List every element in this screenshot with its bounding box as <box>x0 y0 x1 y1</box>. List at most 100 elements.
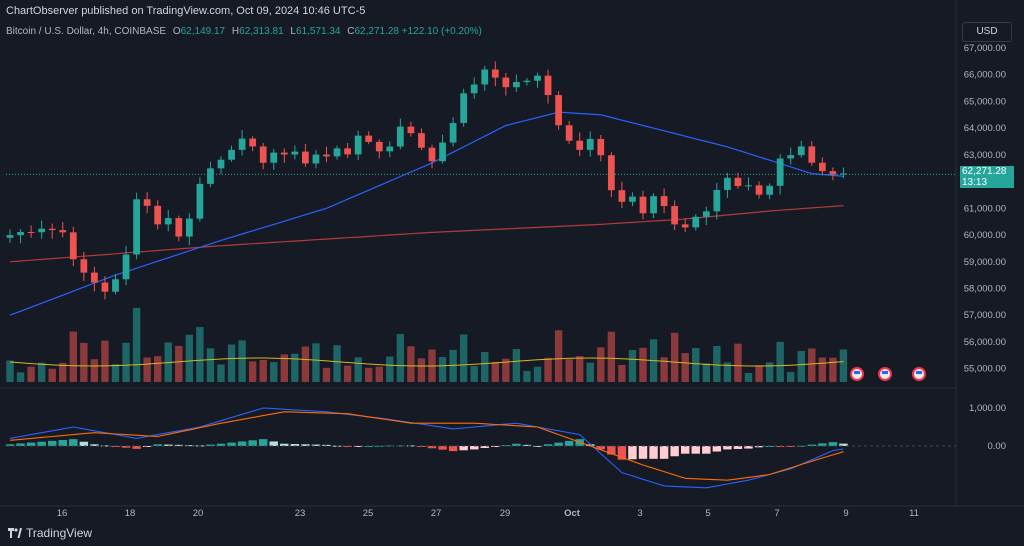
price-tick-label: 56,000.00 <box>964 337 1006 348</box>
candle-body <box>808 146 816 163</box>
macd-histogram-bar <box>680 446 690 454</box>
macd-signal-line <box>9 411 844 481</box>
macd-histogram-bar <box>258 439 268 446</box>
macd-histogram-bar <box>480 446 489 448</box>
candle-body <box>618 190 626 202</box>
candle-body <box>80 259 88 273</box>
macd-histogram-bar <box>132 446 141 449</box>
volume-bar <box>301 346 310 382</box>
macd-histogram-bar <box>543 444 553 446</box>
volume-bar <box>576 356 584 382</box>
open-value: 62,149.17 <box>180 26 226 37</box>
macd-histogram-bar <box>786 446 795 447</box>
candle-body <box>713 190 721 212</box>
candle-body <box>375 141 383 152</box>
candle-body <box>312 154 320 164</box>
event-icon-flag <box>854 371 860 374</box>
volume-bar <box>839 349 848 382</box>
macd-histogram-bar <box>58 440 67 446</box>
macd-histogram-bar <box>216 443 226 446</box>
candle-body <box>6 235 14 238</box>
macd-histogram-bar <box>744 446 753 449</box>
close-value: 62,271.28 <box>354 26 400 37</box>
volume-bar <box>154 356 162 382</box>
macd-histogram-bar <box>322 444 331 446</box>
candle-body <box>27 231 35 233</box>
macd-histogram-bar <box>564 440 574 446</box>
macd-histogram-bar <box>512 443 521 446</box>
macd-histogram-bar <box>723 446 732 450</box>
candle-body <box>17 231 24 236</box>
macd-histogram <box>5 439 848 460</box>
macd-histogram-bar <box>353 446 363 447</box>
low-key: L <box>290 26 296 37</box>
macd-histogram-bar <box>754 446 764 448</box>
volume-bar <box>354 357 362 382</box>
macd-histogram-bar <box>5 444 15 446</box>
macd-histogram-bar <box>617 446 627 460</box>
price-tick-label: 65,000.00 <box>964 96 1006 107</box>
volume-bar <box>80 342 88 382</box>
volume-bar <box>37 362 46 382</box>
macd-histogram-bar <box>638 446 648 459</box>
time-tick-label: 29 <box>500 508 511 519</box>
macd-histogram-bar <box>343 446 352 447</box>
volume-bar <box>69 331 77 382</box>
volume-bar <box>27 366 35 382</box>
candle-body <box>185 218 193 237</box>
symbol-legend: Bitcoin / U.S. Dollar, 4h, COINBASE O62,… <box>6 26 482 37</box>
volume-bar <box>343 365 352 382</box>
volume-bar <box>365 367 373 382</box>
macd-histogram-bar <box>491 446 500 447</box>
candle-body <box>164 218 172 225</box>
volume-bar <box>787 372 795 382</box>
candle-body <box>207 168 214 184</box>
macd-histogram-bar <box>586 444 595 446</box>
volume-bar <box>734 343 742 382</box>
volume-bar <box>375 366 383 382</box>
macd-histogram-bar <box>47 440 57 446</box>
time-tick-label: 23 <box>295 508 306 519</box>
volume-bar <box>16 372 25 382</box>
macd-histogram-bar <box>385 445 395 447</box>
volume-bar <box>280 354 288 382</box>
volume-bar <box>48 368 56 382</box>
price-tick-label: 61,000.00 <box>964 203 1006 214</box>
time-tick-label: 16 <box>57 508 68 519</box>
volume-bar <box>544 357 552 382</box>
volume-bar <box>755 365 763 382</box>
price-tick-label: 60,000.00 <box>964 230 1006 241</box>
price-tick-label: 57,000.00 <box>964 310 1006 321</box>
volume-bar <box>396 334 405 382</box>
macd-histogram-bar <box>185 445 194 447</box>
candle-body <box>660 196 668 207</box>
candle-body <box>122 254 130 280</box>
candle-body <box>143 199 151 206</box>
macd-tick-label: 0.00 <box>988 441 1007 452</box>
high-key: H <box>231 26 240 37</box>
candle-body <box>217 159 225 169</box>
currency-button[interactable]: USD <box>962 22 1012 42</box>
volume-bar <box>502 358 510 382</box>
economic-event-icon <box>912 367 926 381</box>
candle-body <box>755 185 763 195</box>
candle-body <box>238 138 246 150</box>
candle-body <box>460 93 468 123</box>
candle-body <box>323 154 330 157</box>
price-tick-label: 55,000.00 <box>964 364 1006 375</box>
volume-bar <box>417 358 426 382</box>
volume-bar <box>523 370 531 382</box>
candle-body <box>745 185 752 187</box>
volume-bar <box>713 346 721 382</box>
time-tick-label: 7 <box>774 508 779 519</box>
economic-event-icon <box>878 367 892 381</box>
volume-bar <box>597 347 605 382</box>
last-price-tag: 62,271.28 13:13 <box>960 166 1014 189</box>
macd-histogram-bar <box>427 446 437 449</box>
candle-body <box>344 148 351 155</box>
candle-body <box>175 218 183 237</box>
volume-bar <box>227 344 236 382</box>
candle-body <box>555 95 562 126</box>
candle-body <box>607 155 615 191</box>
